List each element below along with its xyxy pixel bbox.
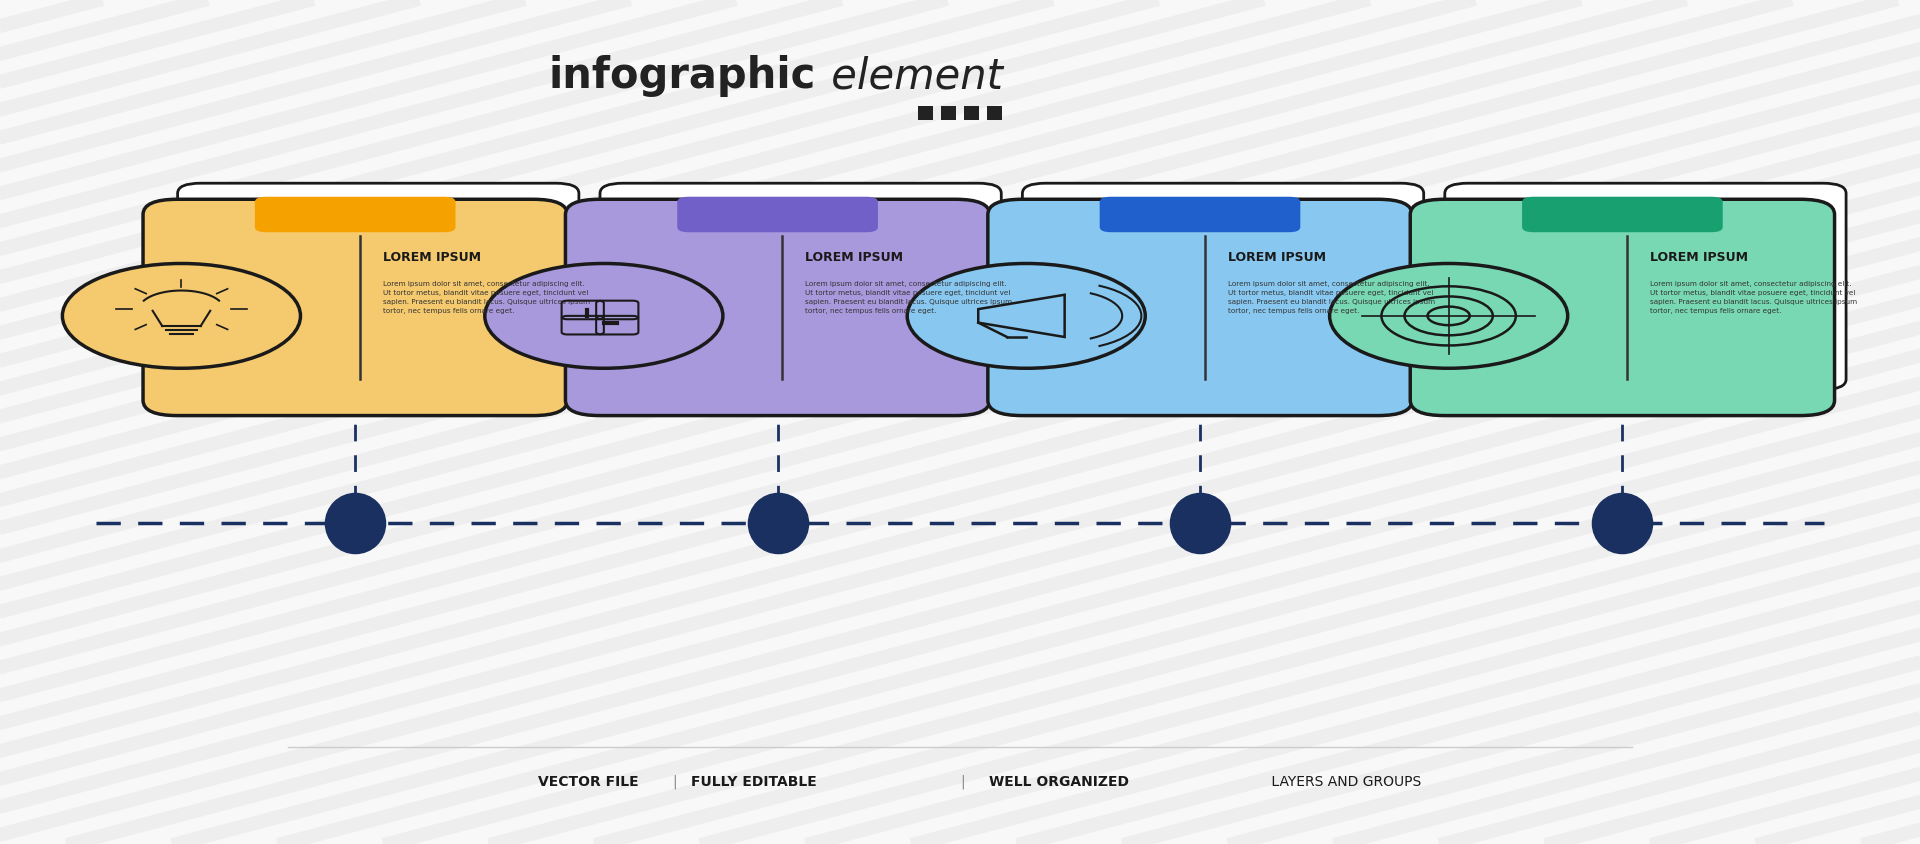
- Circle shape: [486, 264, 722, 369]
- Text: Lorem ipsum dolor sit amet, consectetur adipiscing elit.
Ut tortor metus, blandi: Lorem ipsum dolor sit amet, consectetur …: [1229, 281, 1434, 313]
- FancyBboxPatch shape: [1444, 184, 1845, 390]
- FancyBboxPatch shape: [941, 107, 956, 121]
- FancyBboxPatch shape: [987, 200, 1411, 416]
- Text: element: element: [818, 55, 1002, 97]
- Text: LOREM IPSUM: LOREM IPSUM: [1229, 251, 1327, 263]
- Text: LOREM IPSUM: LOREM IPSUM: [384, 251, 482, 263]
- Text: LOREM IPSUM: LOREM IPSUM: [806, 251, 904, 263]
- Text: VECTOR FILE: VECTOR FILE: [538, 774, 637, 787]
- Circle shape: [1329, 264, 1567, 369]
- FancyBboxPatch shape: [918, 107, 933, 121]
- FancyBboxPatch shape: [1523, 197, 1722, 233]
- Text: Lorem ipsum dolor sit amet, consectetur adipiscing elit.
Ut tortor metus, blandi: Lorem ipsum dolor sit amet, consectetur …: [384, 281, 589, 313]
- Text: LAYERS AND GROUPS: LAYERS AND GROUPS: [1267, 774, 1421, 787]
- FancyBboxPatch shape: [564, 200, 991, 416]
- FancyBboxPatch shape: [964, 107, 979, 121]
- Circle shape: [908, 264, 1144, 369]
- Point: [340, 517, 371, 530]
- FancyBboxPatch shape: [1409, 200, 1834, 416]
- Text: |: |: [960, 773, 964, 788]
- Text: WELL ORGANIZED: WELL ORGANIZED: [989, 774, 1129, 787]
- Text: |: |: [672, 773, 676, 788]
- FancyBboxPatch shape: [1100, 197, 1300, 233]
- Text: Lorem ipsum dolor sit amet, consectetur adipiscing elit.
Ut tortor metus, blandi: Lorem ipsum dolor sit amet, consectetur …: [1649, 281, 1857, 313]
- FancyBboxPatch shape: [1021, 184, 1423, 390]
- FancyBboxPatch shape: [177, 184, 580, 390]
- Point: [1607, 517, 1638, 530]
- FancyBboxPatch shape: [987, 107, 1002, 121]
- Circle shape: [61, 264, 300, 369]
- FancyBboxPatch shape: [599, 184, 1002, 390]
- FancyBboxPatch shape: [678, 197, 877, 233]
- Point: [762, 517, 793, 530]
- Point: [1185, 517, 1215, 530]
- Text: Lorem ipsum dolor sit amet, consectetur adipiscing elit.
Ut tortor metus, blandi: Lorem ipsum dolor sit amet, consectetur …: [806, 281, 1012, 313]
- FancyBboxPatch shape: [255, 197, 455, 233]
- Text: FULLY EDITABLE: FULLY EDITABLE: [691, 774, 816, 787]
- Text: infographic: infographic: [549, 55, 816, 97]
- FancyBboxPatch shape: [142, 200, 568, 416]
- Text: LOREM IPSUM: LOREM IPSUM: [1649, 251, 1749, 263]
